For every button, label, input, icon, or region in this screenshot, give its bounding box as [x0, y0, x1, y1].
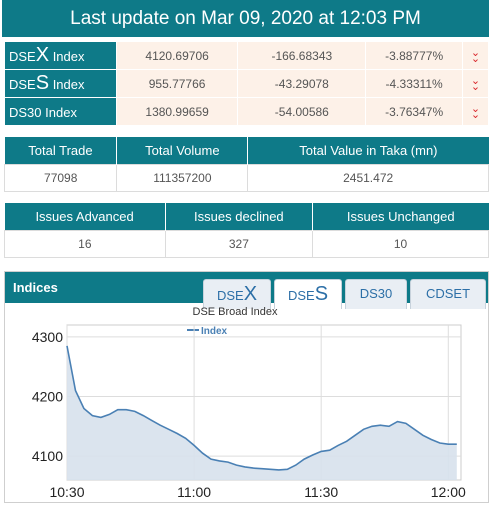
y-tick-label: 4200	[32, 389, 63, 405]
double-chevron-down-icon: ⌄ ⌄	[462, 97, 489, 126]
index-name-suffix: Index	[49, 77, 85, 92]
column-header: Issues Advanced	[4, 203, 166, 230]
issues-unchanged-value: 10	[312, 229, 489, 258]
index-name-big-letter: S	[35, 72, 50, 94]
column-header: Total Value in Taka (mn)	[247, 137, 489, 164]
table-row: DS30 Index 1380.99659 -54.00586 -3.76347…	[4, 97, 489, 126]
legend-label[interactable]: Index	[201, 326, 228, 337]
y-tick-label: 4300	[32, 329, 63, 345]
tab-label-big-letter: S	[314, 283, 329, 305]
index-summary-table: DSEX Index 4120.69706 -166.68343 -3.8877…	[4, 41, 489, 126]
column-header: Issues Unchanged	[312, 203, 489, 230]
last-update-banner: Last update on Mar 09, 2020 at 12:03 PM	[2, 0, 489, 37]
index-name-prefix: DSE	[9, 77, 36, 92]
index-percent: -3.88777%	[365, 41, 464, 70]
total-trade-value: 77098	[3, 163, 118, 192]
x-tick-label: 10:30	[49, 484, 84, 500]
indices-panel: Indices DSEX DSES DS30 CDSET DSE Broad I…	[4, 271, 489, 503]
index-percent: -3.76347%	[365, 97, 464, 126]
chart-title: DSE Broad Index	[193, 306, 278, 318]
index-change: -43.29078	[237, 69, 367, 98]
table-row: DSEX Index 4120.69706 -166.68343 -3.8877…	[4, 41, 489, 70]
index-value: 4120.69706	[115, 41, 239, 70]
tab-dsex[interactable]: DSEX	[203, 279, 271, 309]
column-header: Total Volume	[116, 137, 249, 164]
index-name-dses[interactable]: DSES Index	[4, 69, 117, 98]
index-name-prefix: DSE	[9, 49, 36, 64]
column-header: Issues declined	[165, 203, 314, 230]
table-header-row: Total Trade Total Volume Total Value in …	[4, 137, 489, 164]
double-chevron-down-icon: ⌄ ⌄	[462, 69, 489, 98]
index-change: -166.68343	[237, 41, 367, 70]
tab-ds30[interactable]: DS30	[345, 279, 407, 309]
index-name-dsex[interactable]: DSEX Index	[4, 41, 117, 70]
chart-axis-labels: 4100 4200 4300 10:30 11:00 11:30 12:00	[32, 329, 466, 500]
index-name-ds30[interactable]: DS30 Index	[4, 97, 117, 126]
table-row: 16 327 10	[4, 229, 489, 258]
tab-cdset[interactable]: CDSET	[410, 279, 486, 309]
index-value: 955.77766	[115, 69, 239, 98]
x-tick-label: 11:00	[177, 484, 211, 500]
index-change: -54.00586	[237, 97, 367, 126]
tab-dses[interactable]: DSES	[274, 279, 342, 309]
trade-summary-table: Total Trade Total Volume Total Value in …	[3, 137, 489, 192]
table-header-row: Issues Advanced Issues declined Issues U…	[4, 203, 489, 230]
issues-advanced-value: 16	[4, 229, 166, 258]
x-tick-label: 12:00	[431, 484, 466, 500]
index-name-prefix: DS30	[9, 105, 42, 120]
tab-label: DSE	[287, 288, 315, 303]
panel-title: Indices	[13, 280, 58, 295]
index-value: 1380.99659	[115, 97, 239, 126]
double-chevron-down-icon: ⌄ ⌄	[462, 41, 489, 70]
total-value-taka: 2451.472	[247, 163, 489, 192]
dse-broad-index-chart: DSE Broad Index Index 4100 4200 4300 10:30 1…	[32, 306, 466, 500]
index-name-suffix: Index	[41, 105, 77, 120]
index-name-suffix: Index	[49, 49, 85, 64]
table-row: 77098 111357200 2451.472	[3, 163, 489, 192]
index-name-big-letter: X	[35, 44, 50, 66]
tab-label: DSE	[216, 288, 244, 303]
tab-label: DS30	[359, 286, 393, 301]
y-tick-label: 4100	[32, 448, 63, 464]
column-header: Total Trade	[4, 137, 118, 164]
table-row: DSES Index 955.77766 -43.29078 -4.33311%…	[4, 69, 489, 98]
index-percent: -4.33311%	[365, 69, 464, 98]
tab-label-big-letter: X	[243, 283, 258, 305]
series-area	[67, 345, 457, 480]
x-tick-label: 11:30	[304, 484, 338, 500]
total-volume-value: 111357200	[116, 163, 249, 192]
issues-declined-value: 327	[164, 229, 314, 258]
series-line	[66, 345, 457, 471]
issues-summary-table: Issues Advanced Issues declined Issues U…	[4, 203, 489, 258]
tab-label: CDSET	[425, 286, 471, 301]
